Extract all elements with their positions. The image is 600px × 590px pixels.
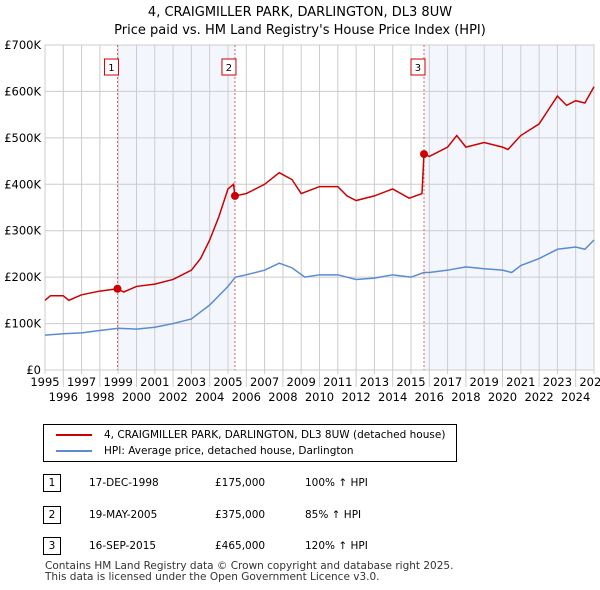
hpi-line [44,239,595,336]
x-tick-label: 2016 [415,390,444,404]
sale-marker-number: 3 [43,537,61,555]
x-tick-label: 2007 [250,375,279,389]
sale-label-box [410,58,426,76]
y-tick-label: £400K [4,177,41,191]
x-tick-label: 2006 [232,390,261,404]
x-tick-label: 2003 [177,375,206,389]
x-tick-label: 2015 [396,375,425,389]
x-tick-label: 2022 [524,390,553,404]
x-tick-label: 2001 [140,375,169,389]
y-tick-label: £200K [4,270,41,284]
sale-label-box [221,58,237,76]
x-tick-label: 2014 [378,390,407,404]
shaded-period [423,45,594,370]
red-line-swatch [56,434,92,436]
sale-point [113,284,122,293]
property-price-line [44,86,595,302]
sale-label: 2 [226,63,232,74]
sale-marker-number: 2 [43,506,61,524]
legend-label: 4, CRAIGMILLER PARK, DARLINGTON, DL3 8UW… [104,429,446,441]
x-tick-label: 2019 [470,375,499,389]
table-row: 3 16-SEP-2015 £465,000 120% ↑ HPI [43,537,463,557]
sale-label: 3 [415,63,421,74]
x-tick-label: 2020 [488,390,517,404]
x-tick-label: 2017 [433,375,462,389]
y-tick-label: £700K [4,38,41,52]
sale-label: 1 [108,63,114,74]
sale-marker-number: 1 [43,474,61,492]
sale-date: 17-DEC-1998 [89,477,159,489]
footer-line: This data is licensed under the Open Gov… [45,571,380,583]
x-tick-label: 1998 [85,390,114,404]
x-tick-label: 2025 [579,375,600,389]
sale-point [419,150,428,159]
x-tick-label: 2023 [543,375,572,389]
footer: Contains HM Land Registry data © Crown c… [45,561,453,583]
price-chart: £0 £100K £200K £300K £400K £500K £600K £700K 199… [4,38,600,404]
x-tick-label: 1997 [67,375,96,389]
x-tick-label: 2002 [158,390,187,404]
x-tick-label: 1999 [104,375,133,389]
shaded-period [117,45,235,370]
x-tick-label: 2004 [195,390,224,404]
title-line: 4, CRAIGMILLER PARK, DARLINGTON, DL3 8UW [147,5,453,20]
sale-price: £175,000 [215,477,266,489]
x-tick-label: 2011 [323,375,352,389]
chart-title: 4, CRAIGMILLER PARK, DARLINGTON, DL3 8UW… [0,4,600,40]
sale-hpi: 100% ↑ HPI [305,477,368,489]
x-tick-label: 1996 [49,390,78,404]
x-tick-label: 2021 [506,375,535,389]
sale-price: £375,000 [215,509,266,521]
legend-item-property: 4, CRAIGMILLER PARK, DARLINGTON, DL3 8UW… [56,429,445,441]
x-tick-label: 2018 [451,390,480,404]
sale-hpi: 120% ↑ HPI [305,540,368,552]
y-tick-label: £100K [4,317,41,331]
x-tick-label: 2000 [122,390,151,404]
x-tick-label: 2005 [213,375,242,389]
x-tick-label: 2013 [360,375,389,389]
plot-border [44,44,595,371]
x-tick-label: 2009 [287,375,316,389]
legend: 4, CRAIGMILLER PARK, DARLINGTON, DL3 8UW… [43,424,457,462]
y-tick-label: £600K [4,84,41,98]
footer-line: Contains HM Land Registry data © Crown c… [45,560,454,572]
x-tick-label: 2010 [305,390,334,404]
y-tick-label: £300K [4,224,41,238]
y-tick-label: £500K [4,131,41,145]
x-tick-label: 2012 [341,390,370,404]
table-row: 1 17-DEC-1998 £175,000 100% ↑ HPI [43,474,463,494]
sale-label-box [103,58,119,76]
blue-line-swatch [56,450,92,452]
y-tick-label: £0 [26,363,41,377]
subtitle-line: Price paid vs. HM Land Registry's House … [114,23,486,38]
sale-price: £465,000 [215,540,266,552]
x-tick-label: 2008 [268,390,297,404]
x-tick-label: 2024 [561,390,590,404]
sale-hpi: 85% ↑ HPI [305,509,362,521]
sale-date: 19-MAY-2005 [89,509,158,521]
table-row: 2 19-MAY-2005 £375,000 85% ↑ HPI [43,506,463,526]
sale-date: 16-SEP-2015 [89,540,157,552]
sale-point [230,191,239,200]
x-tick-label: 1995 [30,375,59,389]
legend-item-hpi: HPI: Average price, detached house, Darl… [56,445,354,457]
legend-label: HPI: Average price, detached house, Darl… [104,445,354,457]
